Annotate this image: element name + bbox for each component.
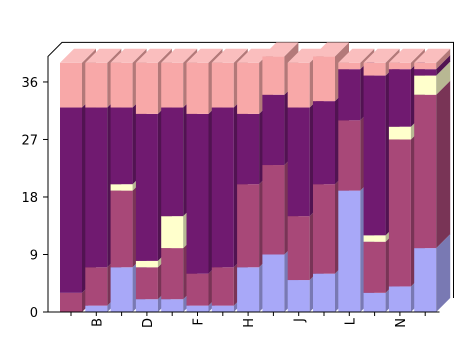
bar-segment-side xyxy=(436,80,451,249)
bar-segment xyxy=(186,113,209,274)
bar-top xyxy=(287,48,324,63)
x-tick-label: B xyxy=(90,318,105,327)
bar-segment xyxy=(237,184,260,268)
bar-top xyxy=(110,48,147,63)
bar-segment xyxy=(338,62,361,70)
bar-segment xyxy=(414,75,437,95)
bar-segment xyxy=(262,56,285,95)
bar-segment xyxy=(85,267,108,306)
bar-segment xyxy=(388,286,411,312)
bar-segment xyxy=(414,248,437,312)
bar-segment xyxy=(414,69,437,76)
bar-segment xyxy=(85,62,108,108)
bar-segment xyxy=(60,107,82,293)
bar-segment xyxy=(363,292,386,312)
bar-segment xyxy=(388,126,411,140)
x-tick-label: L xyxy=(343,317,358,325)
bar-segment xyxy=(161,299,184,312)
bar-segment xyxy=(186,273,209,306)
bar-segment xyxy=(186,305,209,312)
x-tick-label: F xyxy=(192,318,207,325)
bar-segment xyxy=(211,107,234,268)
bar-segment xyxy=(287,216,310,281)
bar-segment xyxy=(287,62,310,108)
bar-segment xyxy=(363,235,386,242)
bar-segment xyxy=(135,62,158,114)
y-tick-label: 27 xyxy=(21,133,38,148)
bar-segment xyxy=(313,184,335,274)
bar-segment xyxy=(414,94,437,249)
bar-segment-side xyxy=(436,234,451,312)
bar-segment xyxy=(262,254,285,312)
bar-segment xyxy=(161,107,184,217)
bar-segment xyxy=(388,69,411,127)
bar-segment xyxy=(60,62,82,108)
bar-segment xyxy=(338,69,361,121)
bar-segment xyxy=(363,62,386,76)
x-tick-label: J xyxy=(293,318,308,323)
y-tick-label: 9 xyxy=(30,248,38,263)
bar-segment xyxy=(110,107,133,185)
bar-segment xyxy=(262,165,285,255)
bar-segment xyxy=(161,62,184,108)
y-tick-label: 0 xyxy=(30,306,38,321)
bar-segment xyxy=(388,139,411,287)
bar-segment xyxy=(161,216,184,249)
bar-segment xyxy=(287,107,310,217)
bar-segment xyxy=(237,62,260,114)
bar-segment xyxy=(186,62,209,114)
bar-top xyxy=(414,48,451,63)
x-tick-label: D xyxy=(141,318,156,328)
bar-segment xyxy=(211,267,234,306)
bar-segment xyxy=(287,280,310,312)
bar-top xyxy=(85,48,122,63)
bar-segment xyxy=(363,75,386,236)
bar-segment xyxy=(110,267,133,312)
bar-segment xyxy=(338,190,361,312)
bar-segment xyxy=(135,267,158,300)
bar-segment xyxy=(338,120,361,191)
bar-segment xyxy=(363,241,386,293)
bar-top xyxy=(211,48,248,63)
bar-segment xyxy=(60,292,82,312)
bar-segment xyxy=(135,113,158,261)
bar-top xyxy=(363,48,400,63)
bar-segment xyxy=(313,56,335,102)
bar-segment xyxy=(388,62,411,70)
bar-segment xyxy=(211,305,234,312)
bar-segment xyxy=(85,107,108,268)
bar-top xyxy=(60,48,96,63)
bar-segment xyxy=(135,260,158,268)
bar-segment xyxy=(313,273,335,312)
bar-top xyxy=(237,48,274,63)
bar-top xyxy=(338,48,375,63)
bar-segment xyxy=(262,94,285,166)
bar-top xyxy=(135,48,172,63)
bar-segment xyxy=(110,184,133,191)
bar-segment xyxy=(237,113,260,185)
bar-top xyxy=(313,42,349,57)
y-tick-label: 36 xyxy=(21,76,38,91)
bar-segment xyxy=(237,267,260,312)
bar-segment xyxy=(211,62,234,108)
bar-top xyxy=(388,48,425,63)
bar-segment xyxy=(414,62,437,70)
bar-segment-side xyxy=(436,61,451,95)
bar-segment-side xyxy=(436,55,451,76)
bar-segment xyxy=(135,299,158,312)
bar-segment xyxy=(110,190,133,268)
bar-segment-side xyxy=(436,48,451,70)
bar-top xyxy=(186,48,223,63)
x-tick-label: N xyxy=(394,318,409,328)
bar-top xyxy=(161,48,198,63)
bar-top xyxy=(262,42,299,57)
bar-segment xyxy=(85,305,108,312)
bar-segment xyxy=(110,62,133,108)
bar-segment xyxy=(161,248,184,300)
y-tick-label: 18 xyxy=(21,191,38,206)
x-tick-label: H xyxy=(242,318,257,328)
bar-segment xyxy=(313,101,335,185)
